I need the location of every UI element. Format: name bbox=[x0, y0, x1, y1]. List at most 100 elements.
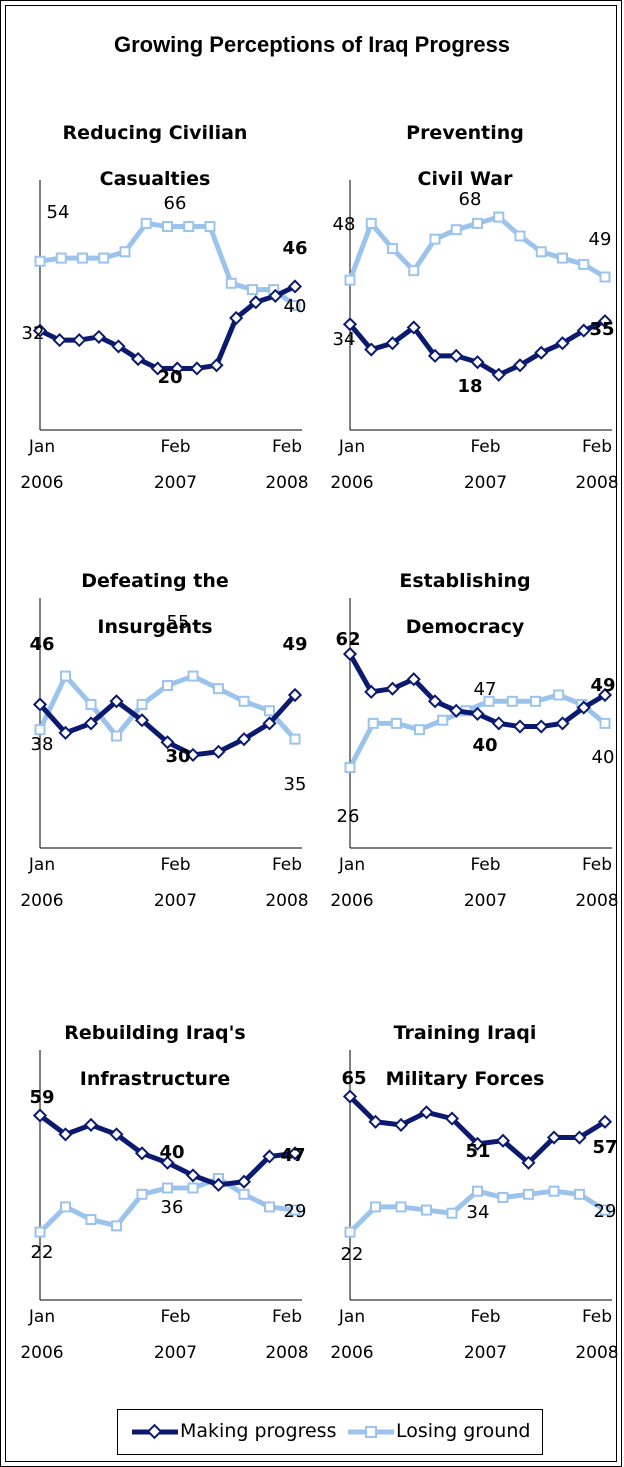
data-label: 54 bbox=[47, 202, 70, 223]
losing-ground-point bbox=[483, 695, 495, 707]
making-progress-point bbox=[268, 288, 283, 303]
x-tick-label-year: 2008 bbox=[265, 891, 308, 911]
x-tick-label-month: Feb bbox=[582, 855, 612, 875]
losing-ground-point bbox=[289, 733, 301, 745]
data-label: 18 bbox=[457, 376, 482, 397]
making-progress-point bbox=[109, 694, 124, 709]
x-tick-label-year: 2007 bbox=[154, 891, 197, 911]
x-tick-label-month: Feb bbox=[582, 1307, 612, 1327]
data-label: 29 bbox=[284, 1201, 307, 1222]
making-progress-point bbox=[512, 358, 528, 373]
making-progress-point bbox=[576, 700, 591, 715]
losing-ground-point bbox=[557, 252, 568, 264]
making-progress-point bbox=[236, 1174, 252, 1189]
data-label: 26 bbox=[337, 806, 360, 827]
losing-ground-point bbox=[289, 1204, 301, 1216]
making-progress-point bbox=[576, 323, 591, 338]
x-tick-label-month: Jan bbox=[28, 855, 55, 875]
data-label: 66 bbox=[164, 193, 187, 214]
data-label: 40 bbox=[284, 296, 307, 317]
losing-ground-point bbox=[289, 299, 301, 311]
making-progress-point bbox=[470, 1136, 485, 1151]
losing-ground-point bbox=[344, 762, 356, 774]
losing-ground-point bbox=[183, 221, 195, 233]
losing-ground-point bbox=[34, 1226, 46, 1238]
x-tick-label-month: Feb bbox=[470, 855, 500, 875]
x-tick-label-month: Jan bbox=[338, 1307, 365, 1327]
making-progress-point bbox=[534, 719, 549, 734]
losing-ground-point bbox=[548, 1185, 560, 1197]
losing-ground-point bbox=[450, 224, 462, 236]
x-tick-label-year: 2007 bbox=[464, 1343, 507, 1363]
losing-ground-point bbox=[264, 705, 275, 717]
x-tick-label-month: Feb bbox=[272, 855, 302, 875]
losing-ground-point bbox=[446, 1207, 458, 1219]
making-progress-point bbox=[160, 1155, 175, 1170]
data-label: 46 bbox=[29, 634, 54, 655]
making-progress-point bbox=[287, 1146, 303, 1161]
losing-ground-point bbox=[365, 217, 377, 229]
making-progress-point bbox=[368, 1114, 383, 1129]
making-progress-point bbox=[83, 716, 99, 731]
panel-title-civilian: Reducing Civilian Casualties bbox=[62, 122, 248, 190]
losing-ground-point bbox=[162, 221, 173, 233]
losing-ground-point bbox=[408, 265, 420, 277]
losing-ground-point bbox=[140, 217, 152, 229]
x-tick-label-year: 2006 bbox=[20, 473, 63, 493]
data-label: 34 bbox=[333, 329, 356, 350]
losing-ground-point bbox=[264, 1201, 275, 1213]
making-progress-point bbox=[521, 1155, 536, 1170]
x-tick-label-year: 2007 bbox=[154, 473, 197, 493]
losing-ground-point bbox=[111, 730, 122, 742]
losing-ground-point bbox=[497, 1191, 509, 1203]
data-label: 55 bbox=[167, 612, 190, 633]
making-progress-point bbox=[491, 716, 506, 731]
losing-ground-point bbox=[55, 252, 67, 264]
making-progress-point bbox=[58, 1127, 73, 1142]
losing-ground-point bbox=[136, 698, 148, 710]
making-progress-point bbox=[287, 687, 303, 703]
losing-ground-point bbox=[493, 211, 505, 223]
making-progress-point bbox=[32, 697, 48, 712]
data-label: 40 bbox=[592, 747, 615, 768]
making-progress-point bbox=[185, 747, 201, 762]
making-progress-point bbox=[444, 1111, 460, 1126]
making-progress-point bbox=[555, 336, 570, 351]
legend-label-losing: Losing ground bbox=[396, 1420, 531, 1442]
x-tick-label-month: Jan bbox=[338, 855, 365, 875]
plot-infrastructure: Jan 2006 Feb 2007 Feb 2008 59 40 47 36 22 29 bbox=[20, 1050, 309, 1363]
data-label: 65 bbox=[341, 1068, 366, 1089]
losing-ground-point bbox=[247, 284, 258, 296]
data-label: 48 bbox=[333, 214, 356, 235]
losing-ground-point bbox=[111, 1220, 122, 1232]
x-tick-label-year: 2006 bbox=[20, 891, 63, 911]
making-progress-point bbox=[109, 1127, 124, 1142]
data-label: 46 bbox=[282, 238, 307, 259]
losing-ground-point bbox=[472, 217, 483, 229]
making-progress-point bbox=[211, 1177, 226, 1192]
making-progress-point bbox=[555, 716, 570, 731]
losing-ground-point bbox=[390, 717, 402, 729]
making-progress-point bbox=[419, 1105, 434, 1120]
data-label: 51 bbox=[465, 1141, 490, 1162]
making-progress-point bbox=[287, 279, 303, 294]
x-tick-label-year: 2008 bbox=[265, 473, 308, 493]
x-tick-label-month: Feb bbox=[470, 437, 500, 457]
losing-ground-point bbox=[162, 680, 173, 692]
data-label: 35 bbox=[284, 774, 307, 795]
making-progress-point bbox=[449, 703, 464, 718]
x-tick-label-month: Jan bbox=[28, 437, 55, 457]
losing-ground-point bbox=[34, 255, 46, 267]
losing-ground-point bbox=[529, 695, 541, 707]
losing-ground-point bbox=[34, 724, 46, 736]
plot-military: Jan 2006 Feb 2007 Feb 2008 65 51 57 34 22 29 bbox=[330, 1050, 619, 1363]
losing-ground-point bbox=[119, 246, 131, 258]
making-progress-point bbox=[160, 735, 175, 750]
data-label: 32 bbox=[22, 323, 45, 344]
legend-swatches bbox=[132, 1423, 394, 1440]
making-progress-point bbox=[32, 323, 48, 338]
making-progress-point bbox=[534, 345, 549, 360]
making-progress-point bbox=[134, 1146, 150, 1161]
panel-title-infrastructure: Rebuilding Iraq's Infrastructure bbox=[64, 1022, 246, 1090]
panel-title-democracy: Establishing Democracy bbox=[399, 570, 531, 638]
